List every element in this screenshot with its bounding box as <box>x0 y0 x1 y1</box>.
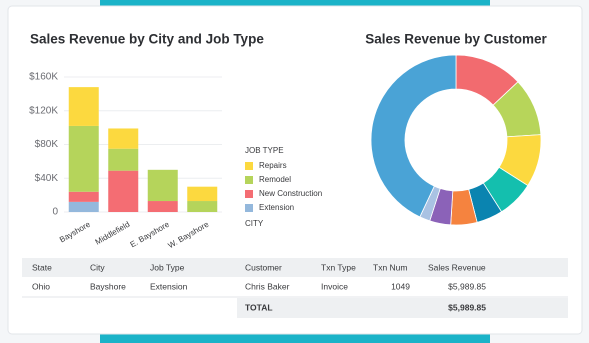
table-cell: Ohio <box>32 281 50 291</box>
legend-swatch <box>245 190 253 198</box>
table-cell: Bayshore <box>90 281 126 291</box>
y-tick-label: $80K <box>35 139 59 150</box>
table-header: Txn Type <box>321 262 356 272</box>
y-tick-label: $40K <box>35 173 59 184</box>
bar-segment <box>147 169 178 202</box>
table-cell: 1049 <box>391 281 410 291</box>
total-label: TOTAL <box>245 302 273 312</box>
bar-segment <box>187 186 218 202</box>
legend-title: JOB TYPE <box>245 146 284 155</box>
table-header: City <box>90 262 105 272</box>
table-header: Txn Num <box>373 262 407 272</box>
table-cell: Invoice <box>321 281 348 291</box>
y-tick-label: 0 <box>52 207 58 218</box>
table-total-band <box>237 298 568 318</box>
bar-segment <box>147 201 178 212</box>
table-header: Job Type <box>150 262 185 272</box>
table-header: Sales Revenue <box>428 262 486 272</box>
legend-swatch <box>245 176 253 184</box>
bar-segment <box>68 191 99 202</box>
table-header: State <box>32 262 52 272</box>
table-header-band <box>22 258 568 277</box>
bar-chart-title: Sales Revenue by City and Job Type <box>30 32 264 47</box>
legend-swatch <box>245 204 253 212</box>
bar-segment <box>68 125 99 192</box>
accent-top <box>100 0 490 8</box>
legend-label: Extension <box>259 203 294 212</box>
table-header: Customer <box>245 262 282 272</box>
bar-segment <box>108 128 139 149</box>
y-tick-label: $160K <box>29 72 58 83</box>
donut-slice <box>370 54 457 218</box>
legend-subtitle: CITY <box>245 219 264 228</box>
bar-segment <box>187 201 218 212</box>
legend-label: Remodel <box>259 175 291 184</box>
total-value: $5,989.85 <box>448 302 486 312</box>
table-cell: $5,989.85 <box>448 281 486 291</box>
bar-segment <box>68 201 99 212</box>
legend-swatch <box>245 162 253 170</box>
legend-label: Repairs <box>259 161 287 170</box>
accent-bottom <box>100 334 490 343</box>
bar-segment <box>108 170 139 212</box>
table-cell: Extension <box>150 281 188 291</box>
legend-label: New Construction <box>259 189 322 198</box>
donut-chart-title: Sales Revenue by Customer <box>365 32 547 47</box>
bar-segment <box>68 87 99 126</box>
table-cell: Chris Baker <box>245 281 290 291</box>
y-tick-label: $120K <box>29 105 58 116</box>
bar-segment <box>108 148 139 171</box>
